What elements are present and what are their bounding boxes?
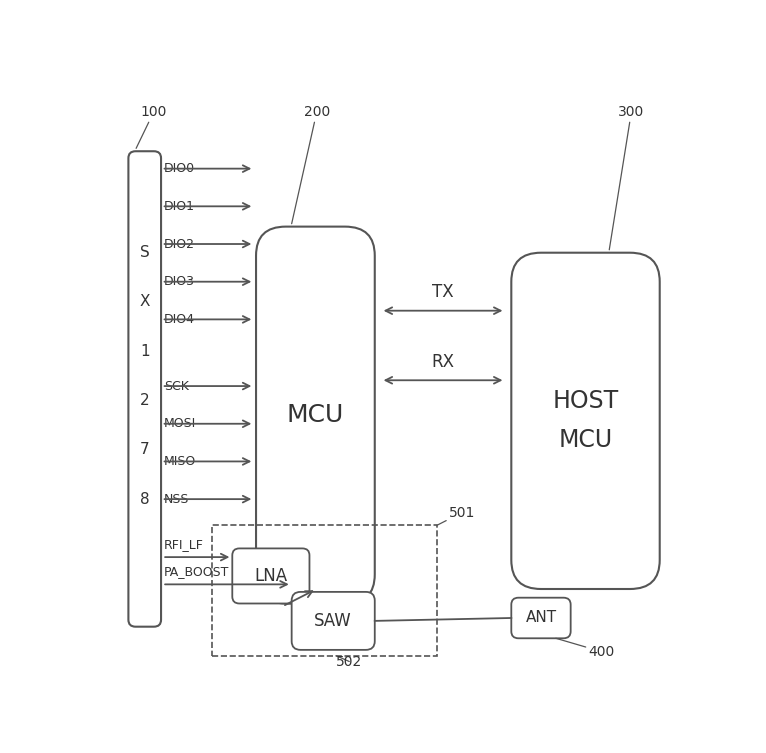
Text: SCK: SCK <box>164 380 189 392</box>
Text: X: X <box>139 294 150 309</box>
Text: 502: 502 <box>336 654 362 669</box>
Text: MOSI: MOSI <box>164 417 196 430</box>
FancyBboxPatch shape <box>256 227 375 603</box>
Bar <box>211 526 437 656</box>
Text: MISO: MISO <box>164 455 196 468</box>
FancyBboxPatch shape <box>512 598 571 639</box>
Text: S: S <box>140 245 149 261</box>
Text: ANT: ANT <box>525 611 557 626</box>
Text: DIO3: DIO3 <box>164 275 195 288</box>
Text: DIO0: DIO0 <box>164 162 195 175</box>
FancyBboxPatch shape <box>512 253 660 589</box>
Text: RFI_LF: RFI_LF <box>164 538 204 551</box>
Text: 8: 8 <box>140 492 149 507</box>
Text: 1: 1 <box>140 344 149 358</box>
Text: HOST
MCU: HOST MCU <box>552 389 619 453</box>
Text: LNA: LNA <box>254 567 287 585</box>
Text: 200: 200 <box>292 105 330 224</box>
FancyBboxPatch shape <box>129 151 161 626</box>
Text: 7: 7 <box>140 442 149 457</box>
Text: SAW: SAW <box>314 612 352 630</box>
Text: 300: 300 <box>609 105 644 250</box>
Text: 2: 2 <box>140 393 149 408</box>
Text: 501: 501 <box>437 505 476 526</box>
Text: 400: 400 <box>556 639 615 659</box>
Text: NSS: NSS <box>164 492 189 505</box>
Text: DIO4: DIO4 <box>164 313 195 326</box>
FancyBboxPatch shape <box>292 592 375 650</box>
Text: DIO1: DIO1 <box>164 200 195 213</box>
FancyBboxPatch shape <box>232 548 309 603</box>
Text: PA_BOOST: PA_BOOST <box>164 565 229 578</box>
Text: TX: TX <box>432 283 453 301</box>
Text: MCU: MCU <box>286 403 344 427</box>
Text: RX: RX <box>431 352 454 370</box>
Text: DIO2: DIO2 <box>164 237 195 251</box>
Text: 100: 100 <box>136 105 167 148</box>
